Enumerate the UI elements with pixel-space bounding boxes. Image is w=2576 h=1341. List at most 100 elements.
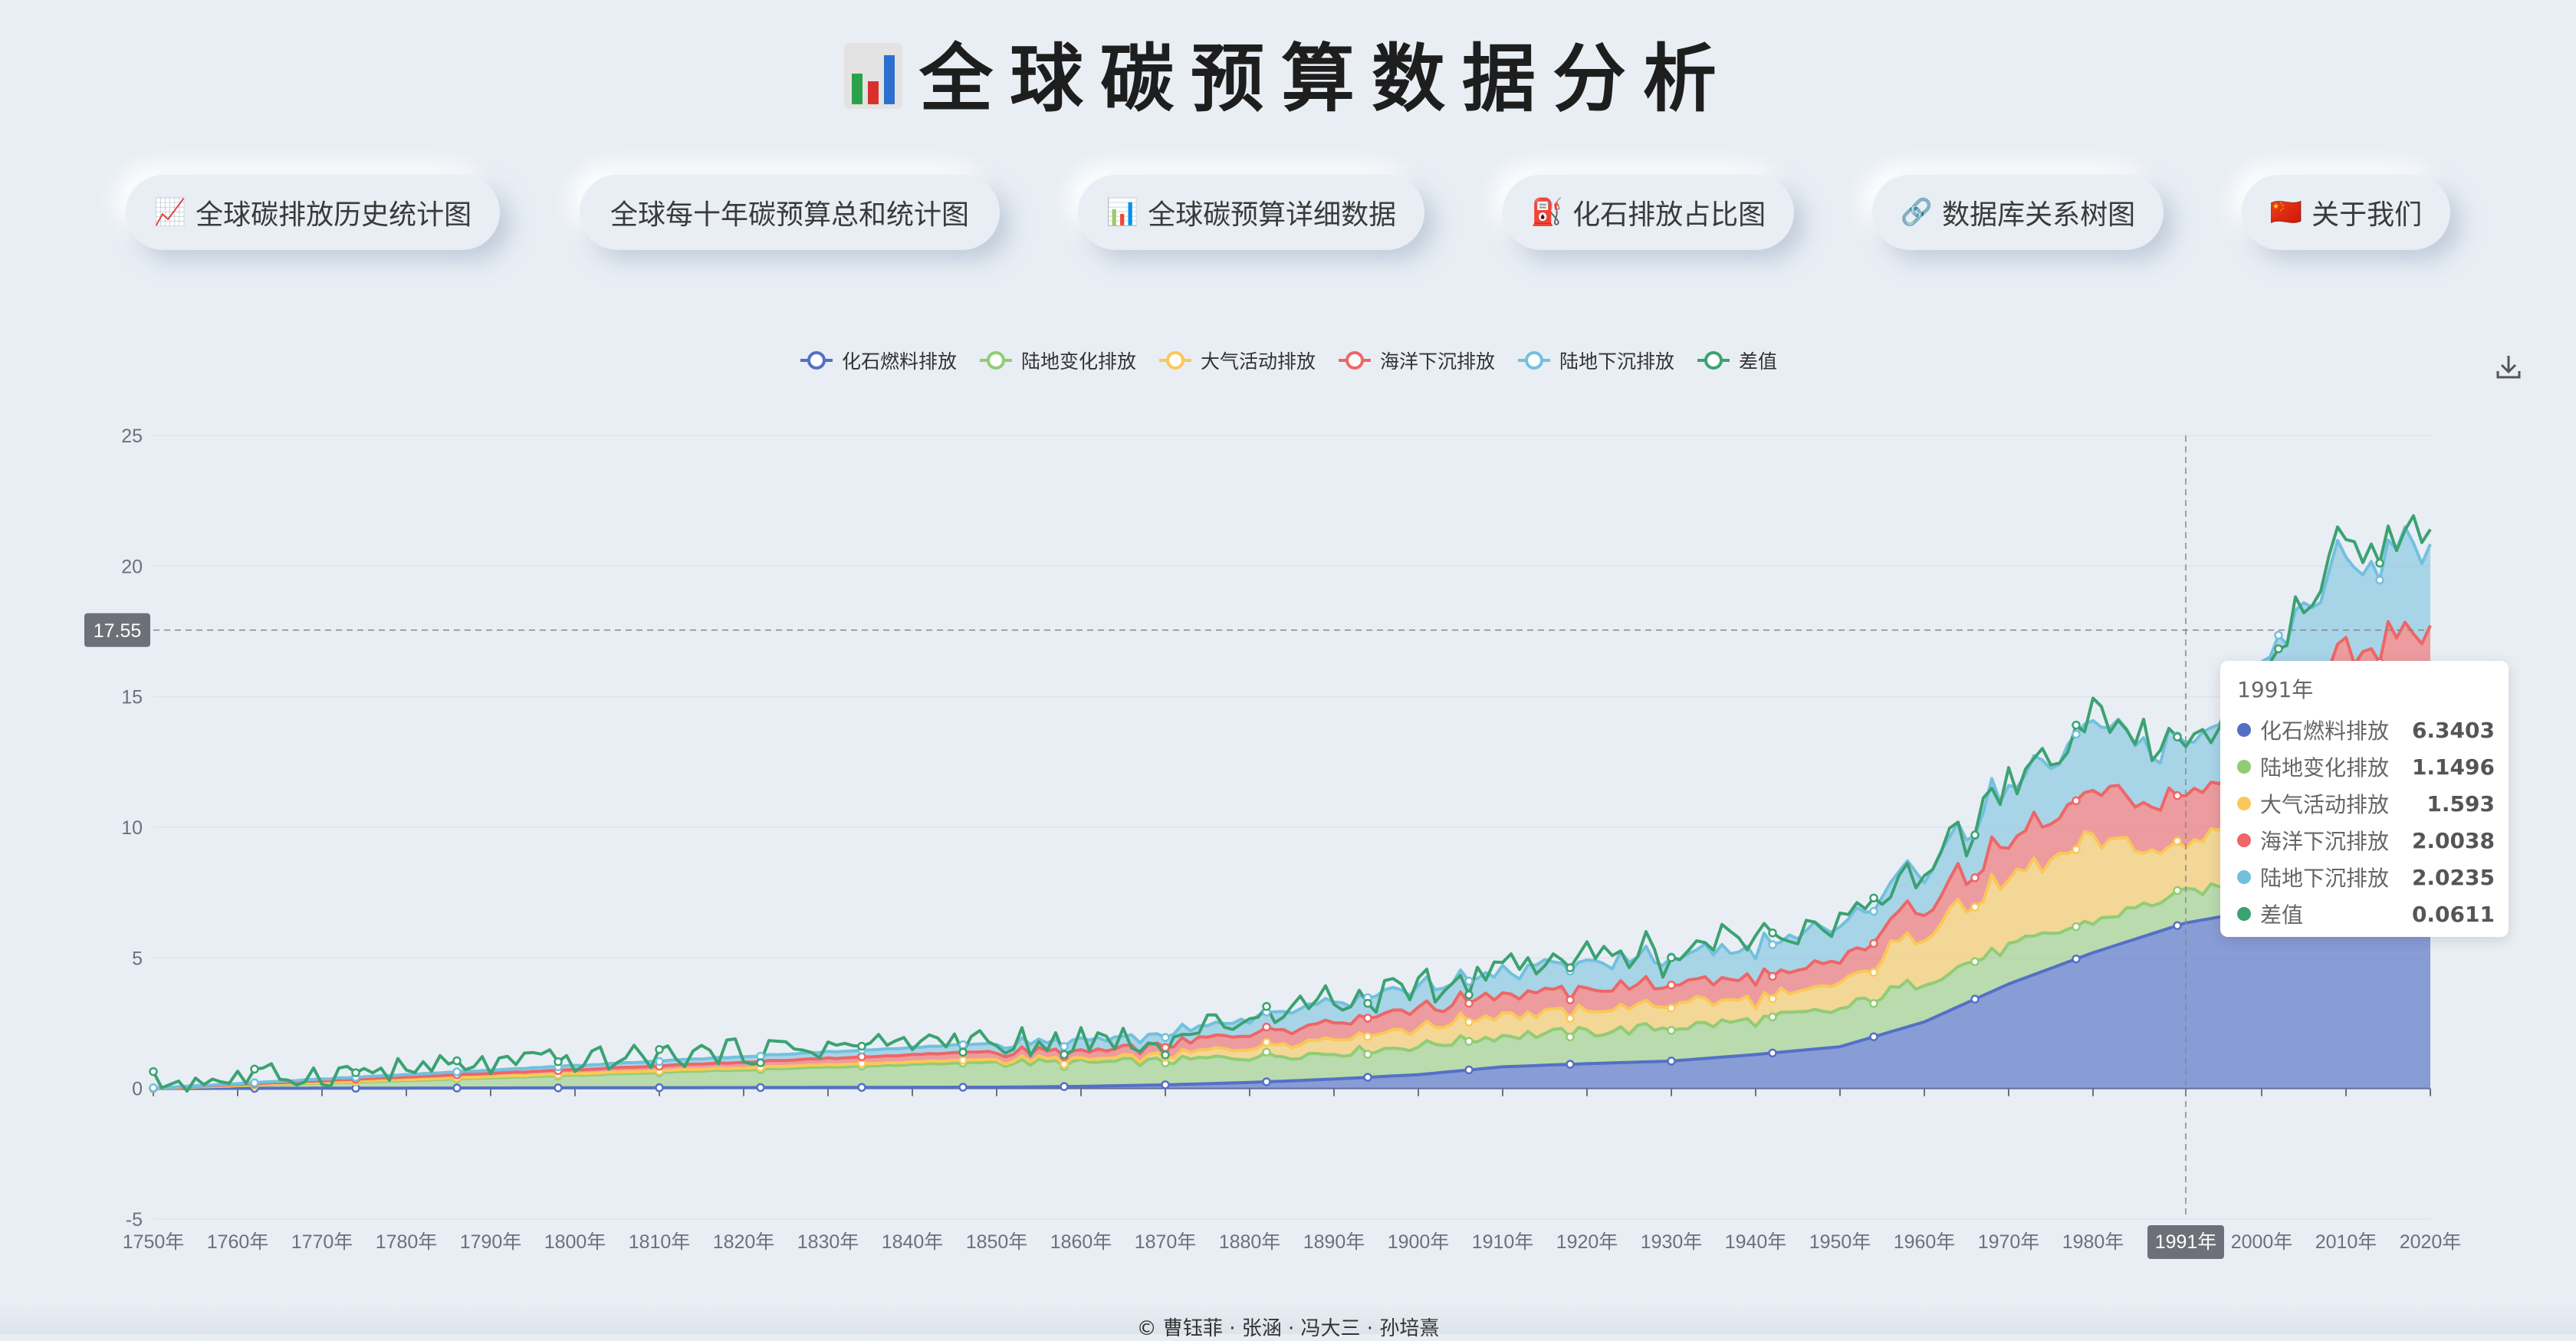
data-point (1869, 1032, 1878, 1041)
data-point (351, 1068, 360, 1077)
stacked-area-chart[interactable]: -5 0 5 10 15 20 25 1750年 1760年 1770年 1780年 1790年 180… (0, 0, 2576, 1303)
x-tick-label: 1960年 (1894, 1231, 1956, 1253)
data-point (958, 1083, 968, 1092)
series-dot (2237, 907, 2251, 921)
tooltip-series-value: 1.593 (2426, 790, 2495, 817)
data-point (1667, 1004, 1676, 1013)
data-point (1363, 1014, 1372, 1023)
nav-db-tree-button[interactable]: 🔗 数据库关系树图 (1872, 175, 2164, 250)
data-point (2072, 729, 2081, 739)
legend-label: 陆地变化排放 (1020, 350, 1136, 373)
data-point (1869, 938, 1878, 948)
nav-label: 全球碳排放历史统计图 (196, 199, 472, 231)
data-point (2072, 796, 2081, 806)
tooltip-series-name: 陆地下沉排放 (2260, 866, 2390, 891)
data-point (1363, 1050, 1372, 1059)
data-point (1869, 999, 1878, 1008)
nav-about-button[interactable]: 🇨🇳 关于我们 (2242, 175, 2450, 250)
data-point (452, 1067, 462, 1076)
data-point (1970, 902, 1980, 912)
tooltip-series-name: 差值 (2260, 902, 2304, 928)
nav-detailed-data-button[interactable]: 📊 全球碳预算详细数据 (1078, 175, 1424, 250)
data-point (1464, 1065, 1474, 1075)
x-tick-label: 1980年 (2062, 1231, 2124, 1253)
nav-label: 关于我们 (2312, 199, 2423, 231)
x-tick-label: 1750年 (123, 1231, 185, 1253)
x-tick-label: 1800年 (544, 1231, 606, 1253)
data-point (1768, 1048, 1777, 1058)
data-point (1869, 968, 1878, 977)
data-point (1768, 928, 1777, 938)
tooltip-series-name: 陆地变化排放 (2260, 755, 2390, 781)
data-point (1161, 1043, 1170, 1052)
data-point (1363, 1073, 1372, 1082)
data-point (2375, 575, 2384, 585)
data-point (2173, 886, 2182, 896)
legend-item-land-sink[interactable]: 陆地下沉排放 (1516, 347, 1674, 374)
line-fossil (153, 839, 2431, 1090)
x-tick-label: 1950年 (1809, 1231, 1871, 1253)
legend-item-ocean[interactable]: 海洋下沉排放 (1337, 347, 1495, 374)
data-point (756, 1083, 765, 1093)
data-point (2173, 732, 2182, 741)
nav-fossil-share-button[interactable]: ⛽ 化石排放占比图 (1503, 175, 1794, 250)
data-point (756, 1058, 765, 1067)
x-tick-label: 1830年 (797, 1231, 859, 1253)
x-tick-label: 2020年 (2400, 1231, 2462, 1253)
legend-label: 陆地下沉排放 (1559, 350, 1675, 373)
data-point (1869, 893, 1878, 902)
series-dot (2237, 833, 2251, 847)
series-dot (2237, 797, 2251, 810)
y-tick-label: 5 (132, 948, 143, 969)
legend-item-atmosphere[interactable]: 大气活动排放 (1158, 347, 1316, 374)
x-tick-label: 1880年 (1219, 1231, 1281, 1253)
x-tick-label: 2000年 (2231, 1231, 2293, 1253)
data-point (1262, 1037, 1271, 1047)
x-tick-label: 1890年 (1303, 1231, 1365, 1253)
data-point (1667, 1057, 1676, 1066)
nav-emissions-history-button[interactable]: 📈 全球碳排放历史统计图 (126, 175, 500, 250)
x-tick-label: 1850年 (966, 1231, 1028, 1253)
tooltip-series-name: 大气活动排放 (2260, 792, 2390, 817)
link-icon: 🔗 (1900, 197, 1934, 228)
x-tick-label: 2010年 (2315, 1231, 2377, 1253)
data-point (2072, 720, 2081, 730)
x-tick-label: 1930年 (1641, 1231, 1703, 1253)
flag-icon: 🇨🇳 (2269, 197, 2303, 228)
crosshair-y-label: 17.55 (94, 620, 142, 642)
tooltip-row: 大气活动排放 1.593 (2237, 785, 2495, 822)
data-point (1566, 1014, 1575, 1024)
data-point (958, 1056, 968, 1065)
x-tick-label: 1770年 (291, 1231, 353, 1253)
line-atmosphere (153, 684, 2432, 1090)
line-imbalance (152, 514, 2432, 1093)
legend-item-imbalance[interactable]: 差值 (1696, 347, 1777, 374)
data-point (1464, 998, 1474, 1008)
nav-decade-budget-button[interactable]: 全球每十年碳预算总和统计图 (580, 175, 1000, 250)
footer-bar (0, 1303, 2576, 1334)
series-dot (2237, 723, 2251, 737)
crosshair-y-badge (84, 613, 150, 647)
x-tick-label: 1810年 (629, 1231, 691, 1253)
download-icon[interactable] (2495, 353, 2522, 380)
area-fossil (153, 840, 2430, 1089)
tooltip-series-value: 0.0611 (2411, 901, 2495, 927)
data-point (1768, 994, 1777, 1004)
data-point (958, 1047, 968, 1057)
x-tick-label: 1970年 (1978, 1231, 2040, 1253)
area-atmosphere (153, 685, 2430, 1089)
data-point (1060, 1042, 1069, 1051)
nav-label: 数据库关系树图 (1942, 199, 2136, 231)
legend-item-fossil[interactable]: 化石燃料排放 (799, 347, 957, 374)
data-point (2274, 630, 2283, 640)
data-point (1262, 1077, 1271, 1086)
line-ocean (153, 620, 2432, 1090)
footer-text: © 曹钰菲 · 张涵 · 冯大三 · 孙培熹 (1136, 1317, 1440, 1340)
data-point (655, 1045, 664, 1054)
nav-bar: 📈 全球碳排放历史统计图 全球每十年碳预算总和统计图 📊 全球碳预算详细数据 ⛽… (0, 175, 2576, 251)
tooltip-row: 化石燃料排放 6.3403 (2237, 712, 2495, 748)
tooltip-title: 1991年 (2237, 677, 2314, 702)
legend-item-land-use[interactable]: 陆地变化排放 (978, 347, 1136, 374)
y-tick-label: 20 (121, 556, 143, 577)
tooltip-row: 陆地下沉排放 2.0235 (2237, 859, 2495, 896)
